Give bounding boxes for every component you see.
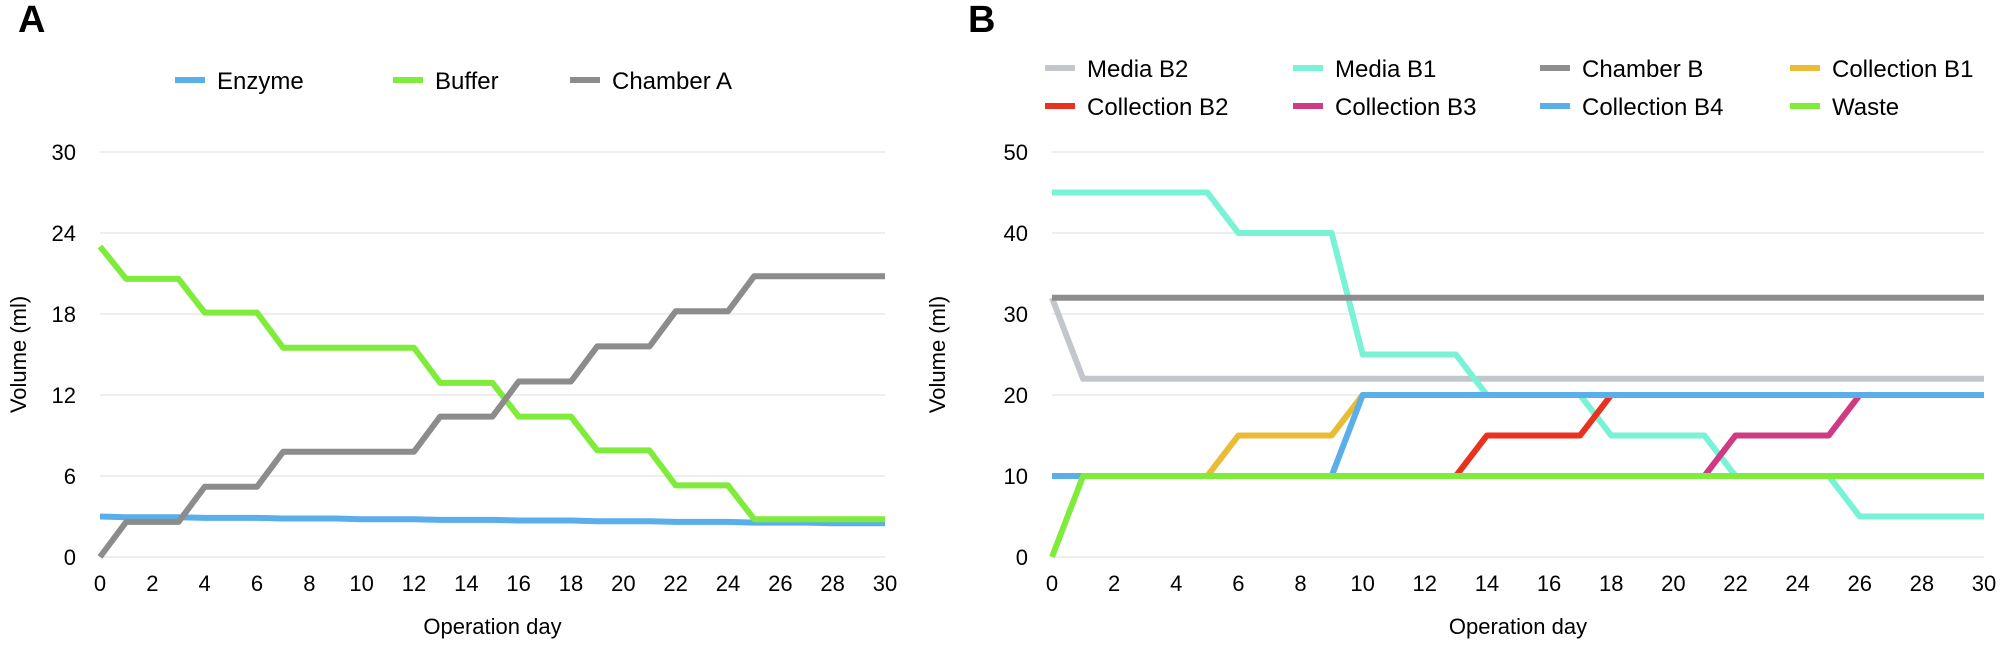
x-tick-label: 22 (663, 571, 687, 596)
y-tick-label: 12 (52, 383, 76, 408)
x-tick-label: 0 (94, 571, 106, 596)
y-tick-label: 0 (1016, 545, 1028, 570)
legend-label: Waste (1832, 94, 1899, 121)
series-line-media-b1 (1052, 189, 1984, 520)
x-axis-title: Operation day (1449, 614, 1587, 639)
legend-item-buffer: Buffer (393, 68, 499, 95)
x-tick-label: 18 (1599, 571, 1623, 596)
x-tick-label: 28 (820, 571, 844, 596)
series-line-buffer (97, 244, 885, 523)
x-tick-label: 6 (251, 571, 263, 596)
legend-item-collection-b4: Collection B4 (1540, 94, 1723, 121)
y-tick-label: 30 (1004, 302, 1028, 327)
y-tick-label: 40 (1004, 221, 1028, 246)
x-tick-label: 22 (1723, 571, 1747, 596)
legend-label: Enzyme (217, 68, 304, 95)
x-tick-label: 30 (873, 571, 897, 596)
y-tick-label: 18 (52, 302, 76, 327)
legend-label: Chamber A (612, 68, 732, 95)
legend-label: Buffer (435, 68, 499, 95)
x-tick-label: 10 (1350, 571, 1374, 596)
x-tick-label: 6 (1232, 571, 1244, 596)
panel-letter: B (968, 0, 995, 41)
x-tick-label: 2 (146, 571, 158, 596)
y-tick-label: 30 (52, 140, 76, 165)
x-tick-label: 16 (506, 571, 530, 596)
x-tick-label: 26 (768, 571, 792, 596)
x-tick-label: 20 (1661, 571, 1685, 596)
x-tick-label: 8 (1294, 571, 1306, 596)
y-axis-title: Volume (ml) (6, 296, 31, 413)
x-tick-label: 0 (1046, 571, 1058, 596)
y-tick-label: 20 (1004, 383, 1028, 408)
series-line-collection-b2 (1052, 392, 1984, 479)
series-line-enzyme (99, 513, 885, 527)
legend-label: Chamber B (1582, 56, 1703, 83)
y-tick-label: 24 (52, 221, 76, 246)
x-tick-label: 12 (402, 571, 426, 596)
legend-item-enzyme: Enzyme (175, 68, 304, 95)
x-tick-label: 24 (1785, 571, 1809, 596)
x-tick-label: 20 (611, 571, 635, 596)
legend-item-media-b2: Media B2 (1045, 56, 1188, 83)
y-tick-label: 50 (1004, 140, 1028, 165)
x-tick-label: 4 (1170, 571, 1182, 596)
legend-item-collection-b3: Collection B3 (1293, 94, 1476, 121)
legend-item-collection-b1: Collection B1 (1790, 56, 1973, 83)
x-tick-label: 8 (303, 571, 315, 596)
x-tick-label: 10 (349, 571, 373, 596)
x-tick-label: 28 (1910, 571, 1934, 596)
x-tick-label: 14 (454, 571, 478, 596)
x-tick-label: 18 (559, 571, 583, 596)
y-tick-label: 6 (64, 464, 76, 489)
legend-label: Media B2 (1087, 56, 1188, 83)
y-tick-label: 10 (1004, 464, 1028, 489)
y-axis-title: Volume (ml) (925, 296, 950, 413)
x-tick-label: 2 (1108, 571, 1120, 596)
x-tick-label: 14 (1475, 571, 1499, 596)
legend-item-waste: Waste (1790, 94, 1899, 121)
legend-item-media-b1: Media B1 (1293, 56, 1436, 83)
panel-letter: A (18, 0, 45, 41)
legend-item-chamber-a: Chamber A (570, 68, 732, 95)
series-line-chamber-a (97, 273, 885, 559)
series-line-media-b2 (1049, 296, 1984, 382)
x-tick-label: 26 (1847, 571, 1871, 596)
legend-label: Collection B3 (1335, 94, 1476, 121)
x-axis-title: Operation day (423, 614, 561, 639)
x-tick-label: 24 (716, 571, 740, 596)
legend-label: Media B1 (1335, 56, 1436, 83)
x-tick-label: 16 (1537, 571, 1561, 596)
legend-label: Collection B2 (1087, 94, 1228, 121)
x-tick-label: 30 (1972, 571, 1996, 596)
x-tick-label: 12 (1413, 571, 1437, 596)
legend-label: Collection B4 (1582, 94, 1723, 121)
legend-label: Collection B1 (1832, 56, 1973, 83)
series-line-waste (1049, 473, 1984, 559)
legend-item-chamber-b: Chamber B (1540, 56, 1703, 83)
legend-item-collection-b2: Collection B2 (1045, 94, 1228, 121)
y-tick-label: 0 (64, 545, 76, 570)
x-tick-label: 4 (199, 571, 211, 596)
